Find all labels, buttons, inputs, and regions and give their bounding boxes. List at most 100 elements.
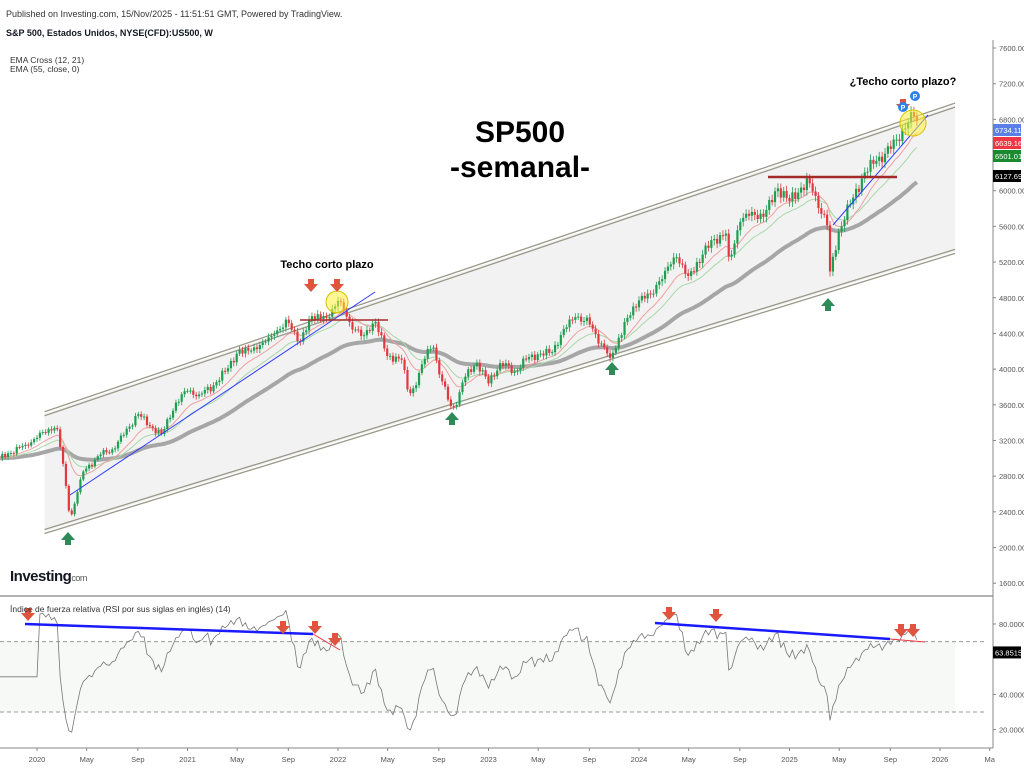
price-label-box (993, 137, 1021, 149)
candle (388, 355, 392, 357)
candle (365, 330, 369, 336)
ema-21-line (0, 147, 918, 468)
candle (377, 321, 380, 333)
candle (640, 295, 643, 301)
candle (322, 316, 325, 319)
candle (391, 355, 395, 362)
rsi-title: Índice de fuerza relativa (RSI por sus s… (10, 604, 231, 614)
rsi-arrow-down-icon (662, 607, 676, 620)
candle (898, 139, 901, 142)
candle (455, 404, 458, 407)
candle (305, 330, 308, 333)
candle (12, 453, 15, 455)
time-tick-label: Sep (583, 755, 596, 764)
rsi-arrow-down-icon (328, 633, 342, 646)
candle (87, 464, 91, 469)
candle (415, 385, 418, 389)
candle (125, 428, 128, 435)
chart-title: SP500 (475, 116, 565, 149)
candle (397, 356, 400, 359)
candle (663, 270, 667, 280)
candle (823, 213, 826, 215)
candle (287, 319, 290, 324)
candle (672, 257, 675, 265)
arrow-up-icon (821, 298, 835, 311)
badge-icon (910, 91, 920, 101)
candle (886, 146, 890, 154)
candle (794, 192, 797, 199)
candle (866, 171, 869, 173)
candle (180, 394, 183, 402)
candle (580, 316, 583, 322)
candle (394, 356, 397, 362)
candle (525, 358, 528, 360)
price-tick-label: 5600.00 (999, 222, 1024, 231)
price-tick-label: 6800.00 (999, 115, 1024, 124)
price-tick-label: 7200.00 (999, 80, 1024, 89)
time-tick-label: 2026 (932, 755, 949, 764)
candle (649, 293, 652, 295)
time-tick-label: May (682, 755, 696, 764)
candle (695, 261, 698, 272)
candle (290, 323, 293, 330)
candle (611, 352, 615, 358)
channel-lower-line (44, 252, 956, 535)
candle (481, 370, 484, 372)
candle (620, 335, 623, 338)
candle (15, 446, 18, 454)
time-tick-label: Sep (884, 755, 897, 764)
time-tick-label: May (381, 755, 395, 764)
candle (478, 362, 481, 372)
price-tick-label: 3600.00 (999, 401, 1024, 410)
candle (229, 360, 233, 369)
candle (400, 358, 403, 360)
annotation-techo-2022: Techo corto plazo (280, 259, 374, 271)
rsi-tick-label: 20.0000 (999, 726, 1024, 735)
price-label-box (993, 170, 1021, 182)
candle (281, 327, 285, 329)
candle (771, 199, 774, 203)
candle (553, 344, 557, 353)
candle (652, 293, 655, 295)
candle (501, 363, 505, 366)
candle (548, 348, 551, 353)
rsi-arrow-down-icon (276, 621, 290, 634)
rsi-arrow-down-icon (308, 621, 322, 634)
candle (64, 463, 68, 486)
published-note: Published on Investing.com, 15/Nov/2025 … (6, 9, 343, 19)
time-tick-label: Ma (984, 755, 995, 764)
time-tick-label: 2022 (330, 755, 347, 764)
candle (678, 257, 681, 264)
indicator-ema-55[interactable]: EMA (55, close, 0) (10, 64, 80, 74)
candle (250, 350, 253, 352)
candle (429, 348, 432, 350)
candle (533, 354, 536, 361)
price-tick-label: 7600.00 (999, 44, 1024, 53)
badge-icon (898, 102, 908, 112)
highlight-circle-2022 (325, 290, 349, 314)
time-tick-label: 2024 (631, 755, 648, 764)
indicator-legend[interactable]: EMA Cross (12, 21) EMA (55, close, 0) (10, 56, 84, 74)
candle (426, 349, 429, 359)
candle (721, 235, 725, 237)
candle (857, 188, 861, 192)
candle (513, 371, 516, 374)
time-tick-label: May (230, 755, 244, 764)
candle (834, 250, 837, 257)
candle (264, 341, 267, 343)
indicator-ema-cross[interactable]: EMA Cross (12, 21) (10, 55, 85, 65)
candle (843, 220, 846, 227)
candle (643, 295, 646, 299)
channel-lower-line (44, 248, 956, 531)
candle (736, 230, 739, 244)
candle (661, 279, 664, 282)
candle (148, 425, 151, 427)
candle (30, 442, 33, 446)
candle (114, 448, 117, 450)
investing-logo: Investingcom (10, 568, 87, 585)
candle (768, 199, 771, 210)
candle (785, 191, 788, 199)
candle (666, 266, 670, 271)
candle (6, 453, 10, 458)
